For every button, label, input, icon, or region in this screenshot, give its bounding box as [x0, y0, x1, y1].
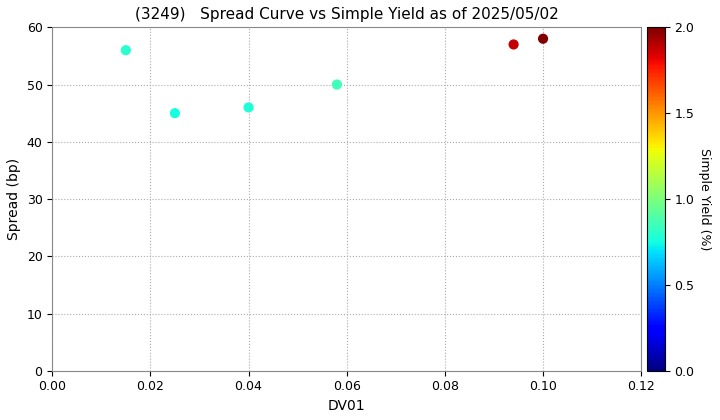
Y-axis label: Simple Yield (%): Simple Yield (%) [698, 148, 711, 250]
X-axis label: DV01: DV01 [328, 399, 366, 413]
Point [508, 41, 519, 48]
Title: (3249)   Spread Curve vs Simple Yield as of 2025/05/02: (3249) Spread Curve vs Simple Yield as o… [135, 7, 559, 22]
Point [243, 104, 254, 111]
Point [331, 81, 343, 88]
Point [537, 35, 549, 42]
Point [120, 47, 132, 53]
Point [169, 110, 181, 116]
Y-axis label: Spread (bp): Spread (bp) [7, 158, 21, 240]
